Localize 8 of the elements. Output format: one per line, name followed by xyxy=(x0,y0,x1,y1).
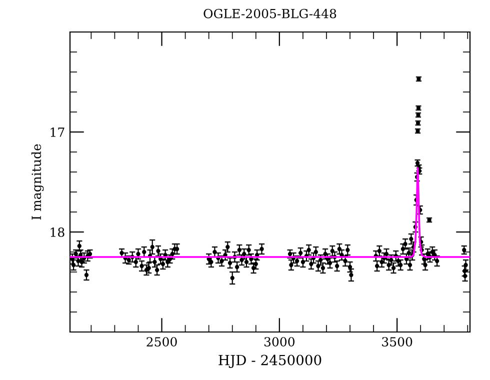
y-axis-title: I magnitude xyxy=(31,144,44,220)
x-tick-label: 3500 xyxy=(382,337,412,347)
x-tick-label: 3000 xyxy=(264,337,294,347)
x-tick-label: 2500 xyxy=(146,337,177,347)
y-tick-label: 18 xyxy=(50,227,64,237)
y-tick-label: 17 xyxy=(50,127,64,137)
chart-title: OGLE-2005-BLG-448 xyxy=(204,8,336,18)
x-axis-title: HJD - 2450000 xyxy=(218,354,322,368)
